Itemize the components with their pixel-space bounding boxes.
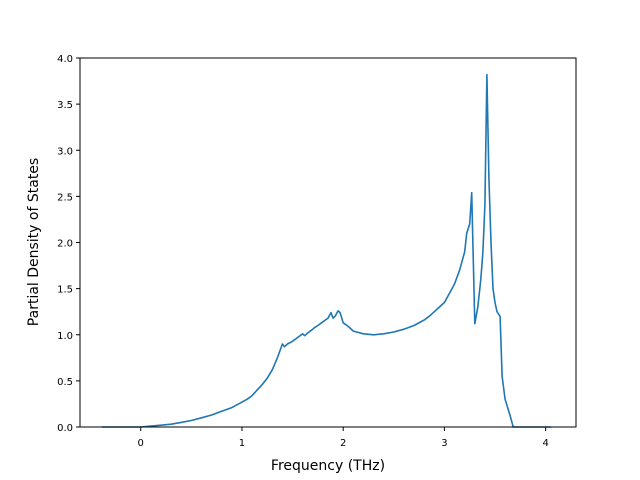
x-tick-label: 4 [542, 438, 548, 449]
y-axis-label: Partial Density of States [26, 158, 42, 326]
y-tick-label: 0.0 [57, 423, 73, 434]
plot-frame [79, 57, 577, 428]
y-tick-label: 4.0 [57, 54, 73, 65]
ticks-layer: 0 1 2 3 4 0.0 0.5 1.0 1.5 2.0 2.5 3.0 3.5 4.0 [57, 54, 549, 449]
x-tick-label: 0 [138, 438, 144, 449]
x-tick-label: 2 [340, 438, 346, 449]
y-tick-label: 3.5 [57, 100, 73, 111]
y-tick-label: 0.5 [57, 377, 73, 388]
series-layer [101, 73, 552, 428]
x-tick-label: 1 [239, 438, 245, 449]
y-tick-label: 1.5 [57, 285, 73, 296]
y-tick-label: 2.0 [57, 239, 73, 250]
x-tick-label: 3 [441, 438, 447, 449]
series-line-0 [101, 73, 552, 428]
y-tick-label: 1.0 [57, 331, 73, 342]
y-tick-label: 3.0 [57, 146, 73, 157]
x-axis-label: Frequency (THz) [271, 458, 385, 474]
y-tick-label: 2.5 [57, 192, 73, 203]
